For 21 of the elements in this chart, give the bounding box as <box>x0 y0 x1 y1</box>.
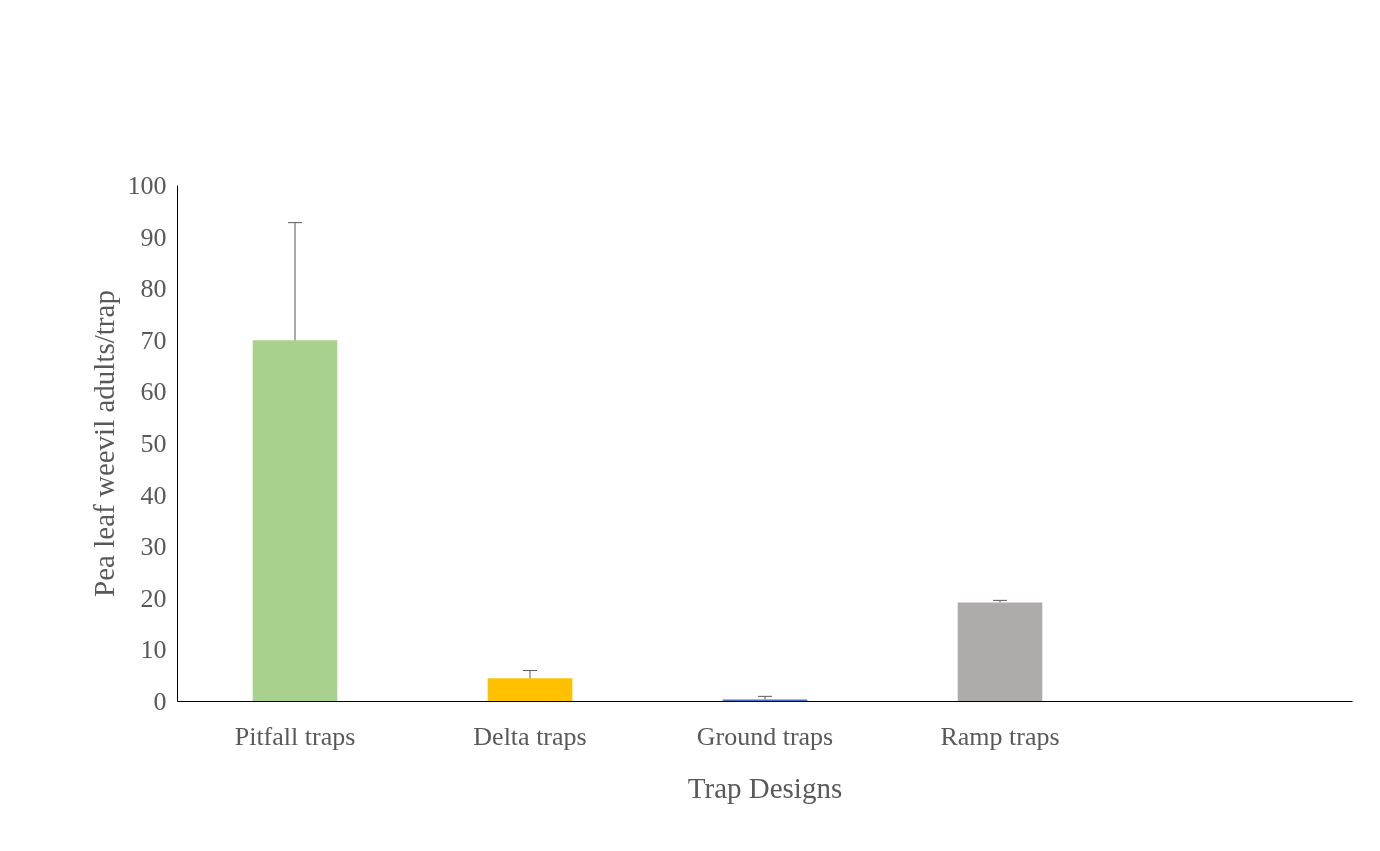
bar <box>252 340 338 702</box>
x-tick-label: Ramp traps <box>940 721 1060 751</box>
y-axis-title: Pea leaf weevil adults/trap <box>87 290 120 597</box>
y-tick-label: 0 <box>153 687 167 716</box>
bar <box>722 699 808 702</box>
bar <box>957 602 1043 702</box>
x-tick-label: Ground traps <box>696 721 834 751</box>
x-tick-label: Pitfall traps <box>234 721 356 751</box>
y-tick-label: 100 <box>127 171 167 200</box>
y-tick-label: 20 <box>140 583 167 613</box>
y-tick-label: 60 <box>140 377 167 407</box>
y-tick-label: 50 <box>140 429 167 458</box>
x-tick-label: Delta traps <box>473 721 587 751</box>
y-tick-label: 30 <box>140 532 167 562</box>
x-axis-title: Trap Designs <box>687 771 843 804</box>
y-tick-label: 80 <box>140 274 167 304</box>
bar <box>487 678 573 702</box>
y-tick-label: 40 <box>140 480 167 510</box>
y-tick-label: 70 <box>140 325 167 355</box>
y-tick-label: 10 <box>140 635 167 665</box>
y-tick-label: 90 <box>140 222 167 252</box>
